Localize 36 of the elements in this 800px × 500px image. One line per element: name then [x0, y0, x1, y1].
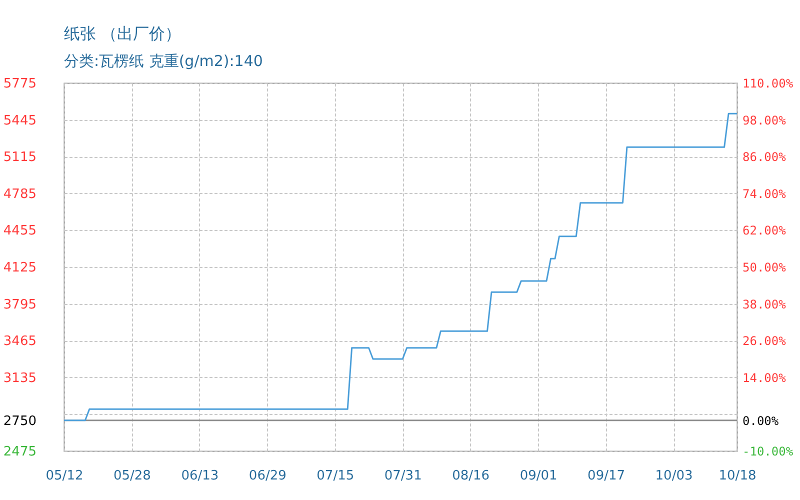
y-tick-label: 5775 [3, 76, 36, 92]
x-tick-label: 09/17 [588, 468, 626, 484]
x-tick-label: 05/28 [113, 468, 151, 484]
y-tick-label: 3465 [3, 334, 36, 350]
x-tick-label: 07/15 [316, 468, 354, 484]
y-tick-label: 3135 [3, 370, 36, 386]
y2-tick-label: 26.00% [742, 334, 787, 348]
chart-title: 纸张 （出厂价） [64, 24, 182, 43]
x-tick-label: 09/01 [520, 468, 558, 484]
y2-tick-label: 74.00% [742, 186, 787, 201]
x-tick-label: 08/16 [452, 468, 490, 484]
y-tick-label: 4125 [3, 260, 36, 276]
y2-tick-label: 38.00% [742, 297, 787, 312]
y-tick-label: 4455 [3, 224, 36, 239]
y2-tick-label: 0.00% [742, 414, 780, 428]
x-tick-label: 05/12 [46, 468, 84, 484]
y2-tick-label: 110.00% [742, 76, 794, 90]
y-tick-label: 2750 [3, 414, 36, 429]
y-tick-label: 4785 [3, 186, 36, 202]
y-tick-label: 5445 [3, 113, 36, 128]
x-tick-label: 07/31 [384, 468, 422, 484]
chart-subtitle: 分类:瓦楞纸 克重(g/m2):140 [64, 52, 263, 70]
y2-tick-label: 86.00% [742, 150, 787, 164]
y2-tick-label: -10.00% [742, 444, 794, 458]
x-tick-label: 06/13 [181, 468, 219, 484]
y-tick-label: 5115 [3, 150, 36, 166]
line-series [63, 112, 738, 422]
y2-tick-label: 50.00% [742, 260, 787, 274]
y-tick-label: 2475 [3, 444, 36, 460]
x-tick-label: 10/03 [655, 468, 693, 484]
y2-tick-label: 14.00% [742, 370, 787, 385]
x-tick-label: 10/18 [718, 468, 756, 484]
y2-tick-label: 98.00% [742, 113, 787, 128]
x-tick-label: 06/29 [248, 468, 286, 484]
y-tick-label: 3795 [3, 297, 36, 312]
y2-tick-label: 62.00% [742, 224, 787, 238]
